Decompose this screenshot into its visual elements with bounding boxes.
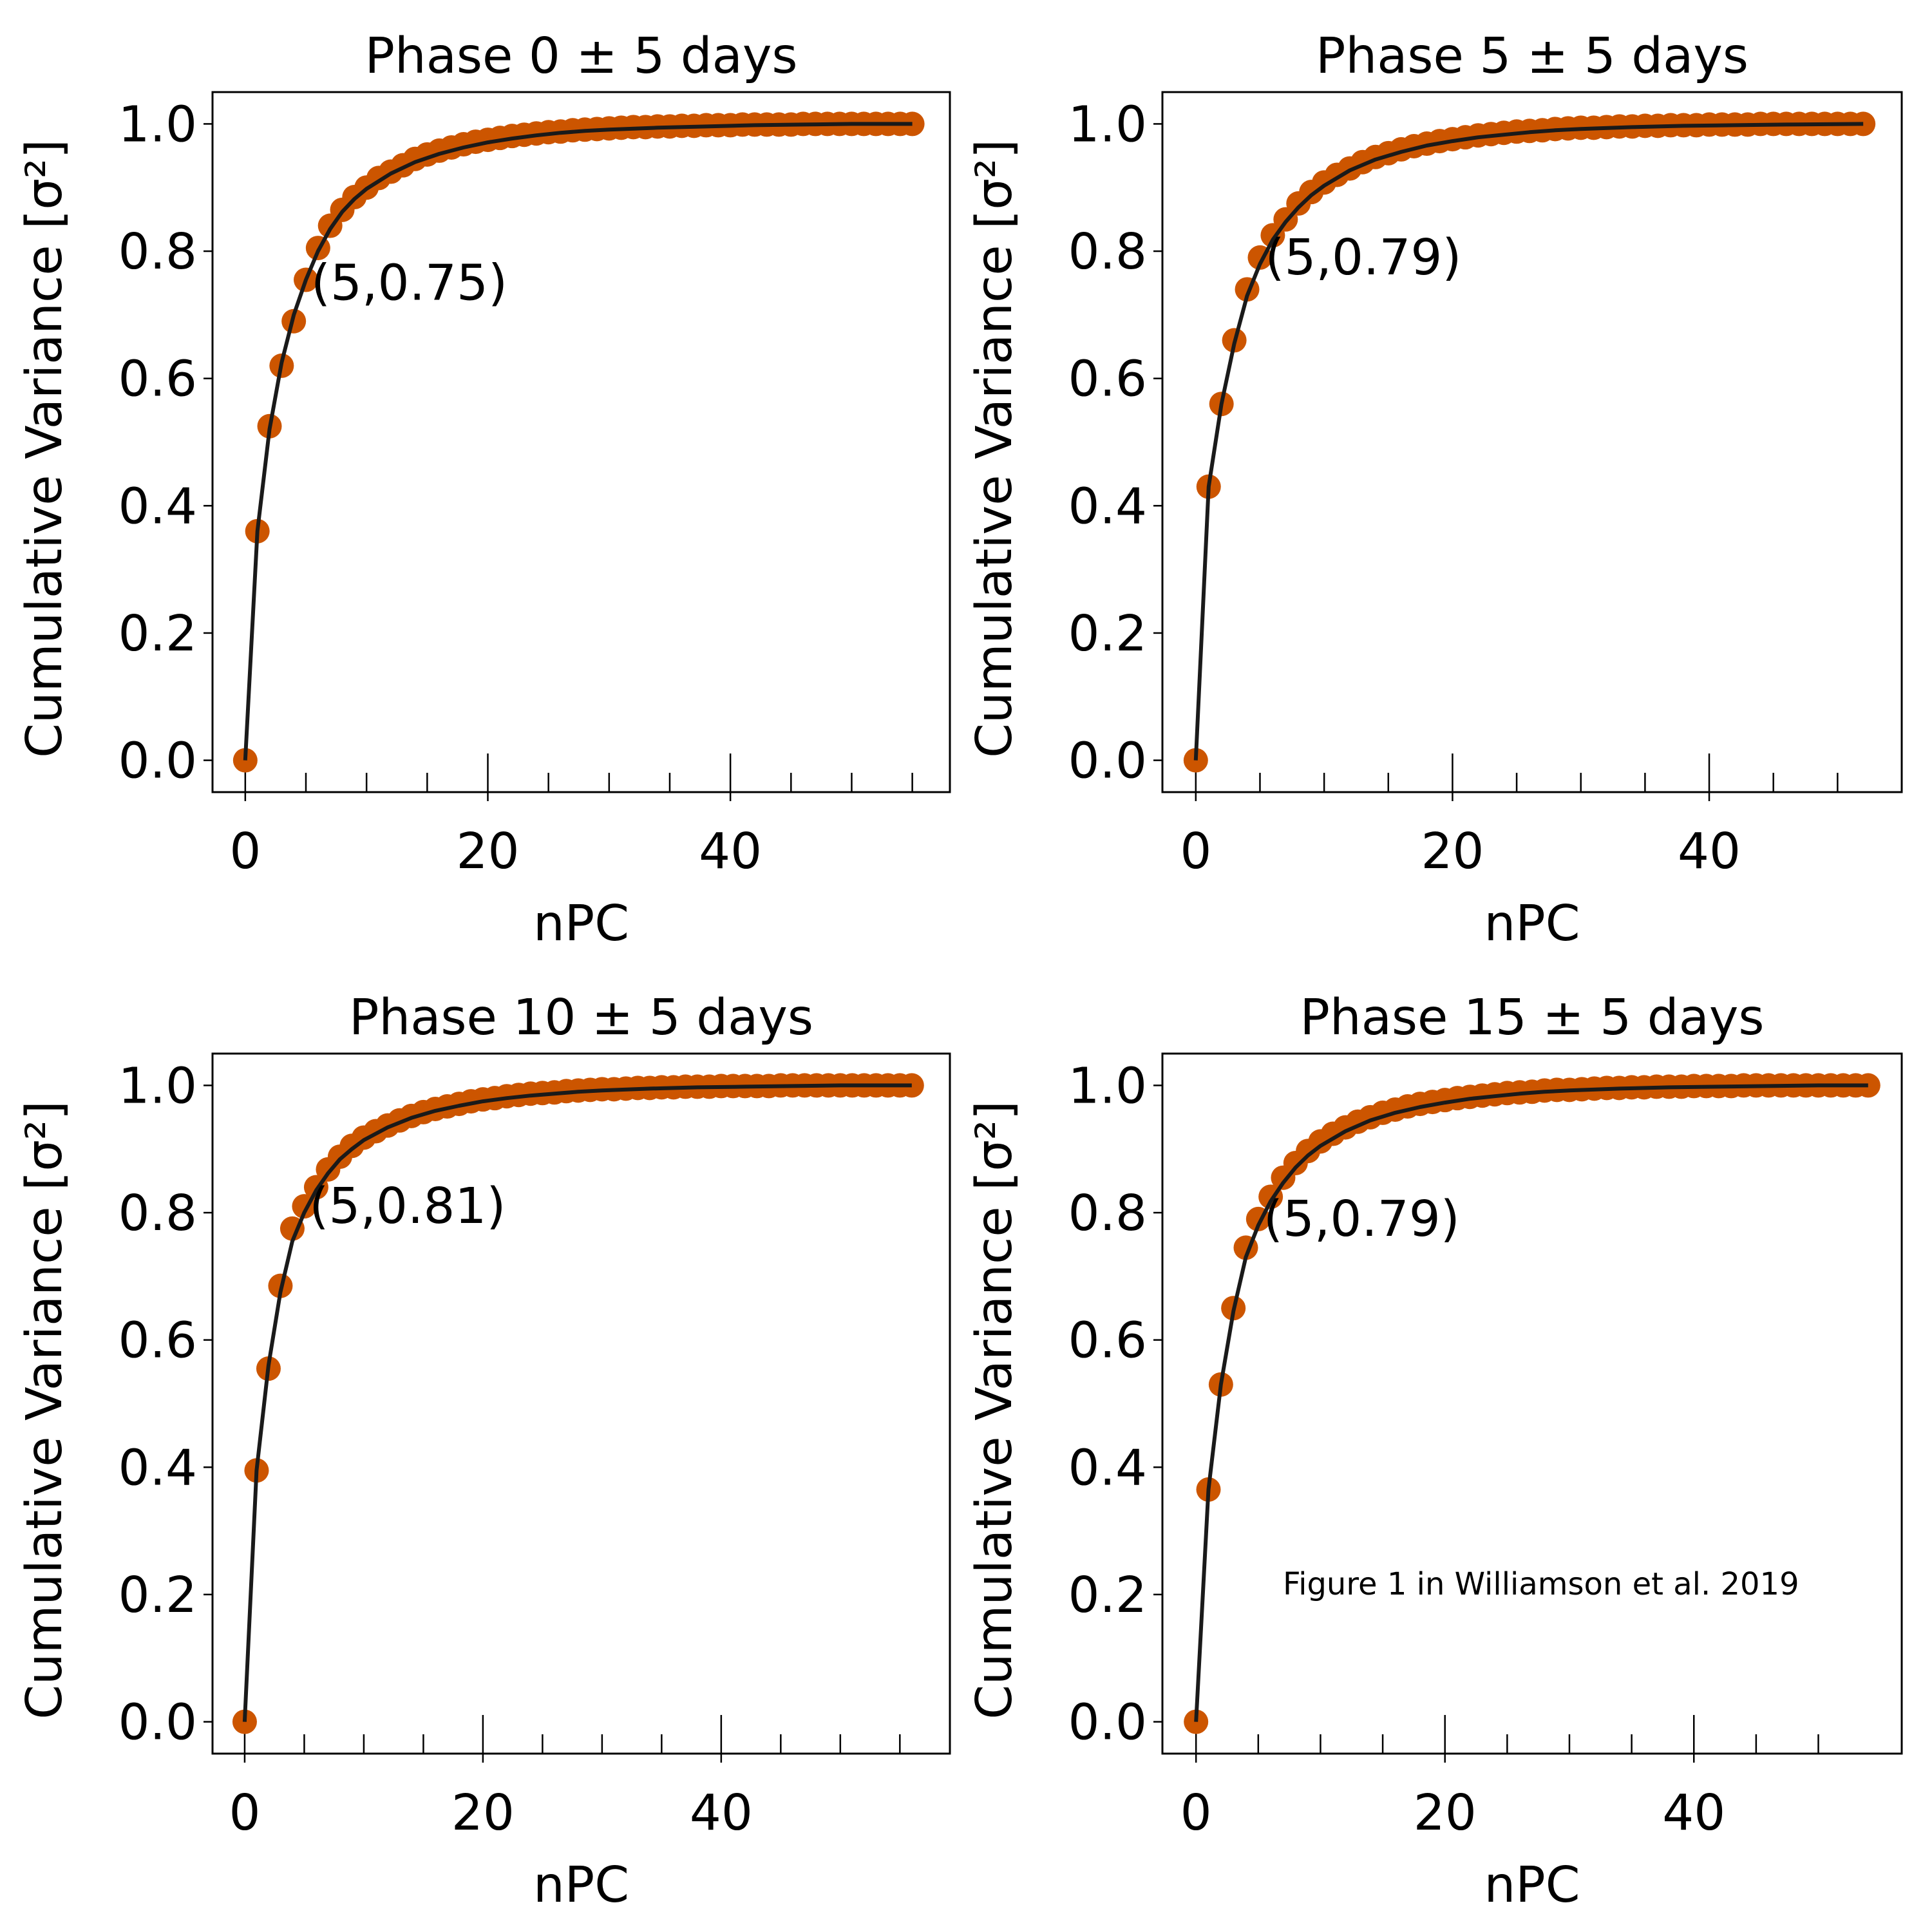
y-tick-label: 0.8	[118, 1185, 197, 1242]
x-tick-label: 0	[229, 823, 261, 880]
fit-line	[243, 122, 913, 761]
x-tick-label: 0	[229, 1785, 260, 1842]
data-point	[900, 111, 925, 137]
data-point	[1851, 111, 1876, 137]
x-axis-label: nPC	[1484, 895, 1580, 952]
y-tick-label: 0.4	[118, 1439, 197, 1497]
x-tick-label: 0	[1180, 823, 1211, 880]
y-tick-label: 0.0	[1068, 733, 1147, 790]
fit-line	[242, 1083, 912, 1722]
y-tick-label: 0.4	[1068, 478, 1147, 535]
y-tick-label: 1.0	[1068, 1057, 1147, 1115]
x-tick-label: 20	[1421, 823, 1484, 880]
y-tick-label: 0.6	[1068, 1312, 1147, 1370]
x-tick-label: 40	[1678, 823, 1741, 880]
y-tick-label: 0.6	[118, 351, 197, 408]
y-axis-label: Cumulative Variance [σ²]	[966, 139, 1023, 758]
y-tick-label: 0.6	[118, 1312, 197, 1370]
chart-title: Phase 0 ± 5 days	[365, 28, 797, 85]
y-tick-label: 1.0	[118, 96, 197, 153]
x-tick-label: 40	[1662, 1785, 1725, 1842]
x-axis-label: nPC	[533, 1857, 629, 1914]
annotation-label: (5,0.79)	[1264, 1191, 1460, 1248]
y-tick-label: 0.8	[1068, 223, 1147, 281]
chart-title: Phase 5 ± 5 days	[1316, 28, 1748, 85]
chart-title: Phase 15 ± 5 days	[1300, 989, 1764, 1046]
y-tick-label: 0.6	[1068, 351, 1147, 408]
x-axis-label: nPC	[1484, 1857, 1580, 1914]
plot-frame	[1161, 1052, 1903, 1755]
x-tick-label: 40	[690, 1785, 753, 1842]
figure-credit: Figure 1 in Williamson et al. 2019	[1283, 1566, 1799, 1602]
y-tick-label: 0.0	[118, 733, 197, 790]
fit-line	[1193, 122, 1864, 761]
y-tick-label: 0.4	[118, 478, 197, 535]
x-tick-label: 20	[456, 823, 519, 880]
annotation-label: (5,0.81)	[309, 1178, 506, 1235]
panel-phase-15: Phase 15 ± 5 days 0.0 0.2 0.4 0.6 0.8 1.0 0 20 40…	[966, 989, 1903, 1914]
y-tick-label: 0.2	[1068, 605, 1147, 663]
x-axis-label: nPC	[533, 895, 629, 952]
y-tick-label: 1.0	[118, 1057, 197, 1115]
y-tick-label: 0.2	[118, 605, 197, 663]
y-tick-label: 0.0	[1068, 1694, 1147, 1752]
y-axis-label: Cumulative Variance [σ²]	[16, 139, 73, 758]
y-tick-label: 0.8	[118, 223, 197, 281]
annotation-label: (5,0.79)	[1265, 229, 1461, 287]
fit-line	[1194, 1083, 1868, 1722]
y-tick-label: 0.4	[1068, 1439, 1147, 1497]
plot-frame	[1161, 91, 1903, 793]
y-tick-label: 1.0	[1068, 96, 1147, 153]
chart-title: Phase 10 ± 5 days	[349, 989, 813, 1046]
panel-phase-5: Phase 5 ± 5 days 0.0 0.2 0.4 0.6 0.8 1.0 0 20 40 n…	[966, 28, 1903, 952]
y-tick-label: 0.0	[118, 1694, 197, 1752]
panel-phase-10: Phase 10 ± 5 days 0.0 0.2 0.4 0.6 0.8 1.0 0 20 40…	[16, 989, 951, 1914]
y-tick-label: 0.2	[1068, 1567, 1147, 1624]
data-point	[1855, 1073, 1880, 1098]
panel-phase-0: Phase 0 ± 5 days 0.0 0.2 0.4 0.6 0.8 1.0 0 20 40 n…	[16, 28, 951, 952]
y-tick-label: 0.2	[118, 1567, 197, 1624]
x-tick-label: 20	[451, 1785, 515, 1842]
y-tick-label: 0.8	[1068, 1185, 1147, 1242]
data-point	[899, 1073, 924, 1098]
plot-frame	[211, 1052, 951, 1755]
x-tick-label: 0	[1180, 1785, 1212, 1842]
y-axis-label: Cumulative Variance [σ²]	[16, 1101, 73, 1719]
y-axis-label: Cumulative Variance [σ²]	[966, 1101, 1023, 1719]
annotation-label: (5,0.75)	[311, 254, 507, 312]
x-tick-label: 40	[699, 823, 762, 880]
x-tick-label: 20	[1414, 1785, 1477, 1842]
plot-frame	[211, 91, 951, 793]
